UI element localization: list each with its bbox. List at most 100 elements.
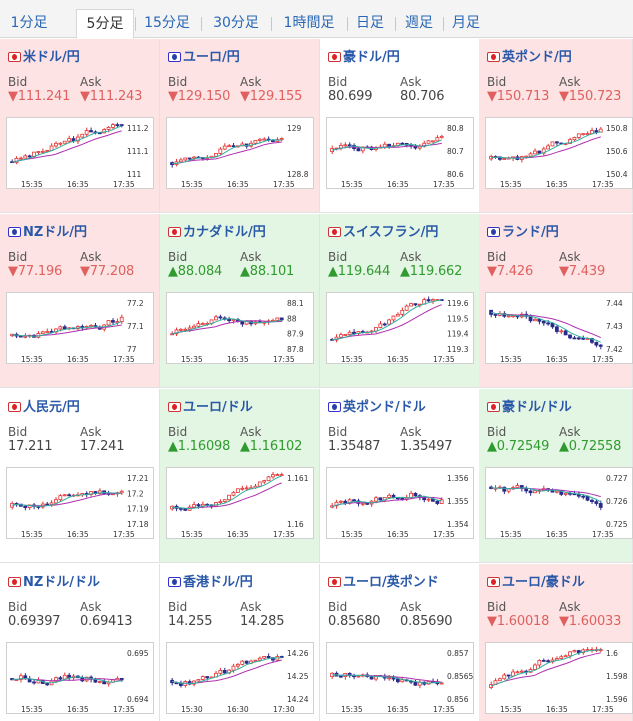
candle-down <box>178 683 183 686</box>
candlestick-chart[interactable]: 119.6 119.5 119.4 119.3 15:35 16:35 17:35 <box>326 292 474 364</box>
tab-5[interactable]: 日足 <box>356 15 384 31</box>
ask-value: 80.706 <box>400 89 445 104</box>
currency-cell[interactable]: NZドル/ドル Bid Ask 0.69397 0.69413 0.695 0.694 15:… <box>0 564 160 721</box>
y-tick-label: 119.6 <box>447 299 469 308</box>
candle-up <box>200 676 205 680</box>
currency-cell[interactable]: カナダドル/円 Bid Ask ▲88.084 ▲88.101 88.1 88 87.9 87.… <box>160 214 320 388</box>
currency-cell[interactable]: 香港ドル/円 Bid Ask 14.255 14.285 14.26 14.25 14.24 1… <box>160 564 320 721</box>
currency-cell[interactable]: 豪ドル/円 Bid Ask 80.699 80.706 80.8 80.7 80.6 15:35… <box>320 39 480 213</box>
candle-up <box>533 318 537 322</box>
pair-name-link[interactable]: ユーロ/ドル <box>168 396 253 415</box>
candlestick-chart[interactable]: 1.161 1.16 15:35 16:35 17:35 <box>166 467 314 539</box>
pair-name: 人民元/円 <box>23 400 80 415</box>
candle-up <box>506 315 511 318</box>
candlestick-chart[interactable]: 150.8 150.6 150.4 15:35 16:35 17:35 <box>485 117 633 189</box>
ask-label: Ask <box>80 75 102 89</box>
pair-name-link[interactable]: NZドル/円 <box>8 221 87 240</box>
x-tick-label: 15:35 <box>500 180 522 188</box>
y-tick-label: 119.4 <box>447 330 469 339</box>
tab-0[interactable]: 1分足 <box>10 15 48 31</box>
tab-3[interactable]: 30分足 <box>213 15 259 31</box>
pair-name-link[interactable]: ユーロ/豪ドル <box>487 571 585 590</box>
candlestick-chart[interactable]: 0.727 0.726 0.725 15:35 16:35 17:35 <box>485 467 633 539</box>
x-tick-label: 16:35 <box>67 705 89 713</box>
candle-up <box>192 156 196 159</box>
candlestick-chart[interactable]: 0.857 0.8565 0.856 15:35 16:35 17:35 <box>326 642 474 714</box>
candlestick-chart[interactable]: 17.21 17.2 17.19 17.18 15:35 16:35 17:35 <box>6 467 154 539</box>
candle-up <box>45 149 50 152</box>
candle-down <box>572 337 577 340</box>
pair-name-link[interactable]: ユーロ/円 <box>168 46 240 65</box>
candlestick-chart[interactable]: 77.2 77.1 77 15:35 16:35 17:35 <box>6 292 154 364</box>
currency-cell[interactable]: スイスフラン/円 Bid Ask ▲119.644 ▲119.662 119.6 119.5… <box>320 214 480 388</box>
candle-up <box>214 316 218 321</box>
currency-cell[interactable]: 米ドル/円 Bid Ask ▼111.241 ▼111.243 111.2 111.1 111… <box>0 39 160 213</box>
nz-flag-icon <box>8 577 21 587</box>
tab-1[interactable]: 5分足 <box>76 9 134 39</box>
pair-name-link[interactable]: 豪ドル/ドル <box>487 396 572 415</box>
moving-average-short <box>12 676 122 684</box>
currency-cell[interactable]: ユーロ/円 Bid Ask ▼129.150 ▼129.155 129 128.8 15:35… <box>160 39 320 213</box>
currency-cell[interactable]: 人民元/円 Bid Ask 17.211 17.241 17.21 17.2 17.19 17.… <box>0 389 160 563</box>
y-tick-label: 129 <box>287 124 302 133</box>
candlestick-chart[interactable]: 88.1 88 87.9 87.8 15:35 16:35 17:35 <box>166 292 314 364</box>
pair-name-link[interactable]: 人民元/円 <box>8 396 80 415</box>
currency-cell[interactable]: ランド/円 Bid Ask ▼7.426 ▼7.439 7.44 7.43 7.42 15:35… <box>479 214 633 388</box>
x-tick-label: 15:35 <box>341 355 363 363</box>
y-tick-label: 0.726 <box>606 497 628 506</box>
moving-average-long <box>172 141 282 165</box>
pair-name-link[interactable]: 香港ドル/円 <box>168 571 253 590</box>
chart-svg: 150.8 150.6 150.4 15:35 16:35 17:35 <box>489 124 628 188</box>
pair-name-link[interactable]: ユーロ/英ポンド <box>328 571 439 590</box>
candlestick-chart[interactable]: 1.356 1.355 1.354 15:35 16:35 17:35 <box>326 467 474 539</box>
bid-value: ▲0.72549 <box>487 439 550 454</box>
x-tick-label: 17:35 <box>113 180 135 188</box>
candle-up <box>262 480 267 483</box>
tab-2[interactable]: 15分足 <box>144 15 190 31</box>
candle-up <box>279 138 284 140</box>
currency-cell[interactable]: ユーロ/ドル Bid Ask ▲1.16098 ▲1.16102 1.161 1.16 15:… <box>160 389 320 563</box>
pair-name-link[interactable]: ランド/円 <box>487 221 559 240</box>
candle-up <box>572 650 577 653</box>
candlestick-chart[interactable]: 111.2 111.1 111 15:35 16:35 17:35 <box>6 117 154 189</box>
pair-name-link[interactable]: NZドル/ドル <box>8 571 100 590</box>
x-tick-label: 17:35 <box>592 530 614 538</box>
candlestick-chart[interactable]: 14.26 14.25 14.24 15:30 16:30 17:30 <box>166 642 314 714</box>
candlestick-chart[interactable]: 1.6 1.598 1.596 15:35 16:35 17:35 <box>485 642 633 714</box>
bid-value: ▲1.16098 <box>168 439 231 454</box>
currency-cell[interactable]: ユーロ/英ポンド Bid Ask 0.85680 0.85690 0.857 0.8565 0… <box>320 564 480 721</box>
pair-name-link[interactable]: スイスフラン/円 <box>328 221 438 240</box>
currency-cell[interactable]: ユーロ/豪ドル Bid Ask ▼1.60018 ▼1.60033 1.6 1.598 1.5… <box>479 564 633 721</box>
candlestick-chart[interactable]: 7.44 7.43 7.42 15:35 16:35 17:35 <box>485 292 633 364</box>
x-tick-label: 15:35 <box>500 355 522 363</box>
currency-cell[interactable]: 英ポンド/ドル Bid Ask 1.35487 1.35497 1.356 1.355 1.3… <box>320 389 480 563</box>
candle-down <box>369 676 374 680</box>
candle-down <box>541 320 546 324</box>
x-tick-label: 16:35 <box>227 530 249 538</box>
currency-cell[interactable]: 英ポンド/円 Bid Ask ▼150.713 ▼150.723 150.8 150.6 15… <box>479 39 633 213</box>
pair-name: ユーロ/円 <box>183 50 240 65</box>
ask-value: ▼111.243 <box>80 89 143 104</box>
candlestick-chart[interactable]: 80.8 80.7 80.6 15:35 16:35 17:35 <box>326 117 474 189</box>
pair-name-link[interactable]: カナダドル/円 <box>168 221 266 240</box>
candlestick-chart[interactable]: 0.695 0.694 15:35 16:35 17:35 <box>6 642 154 714</box>
pair-name-link[interactable]: 米ドル/円 <box>8 46 80 65</box>
candle-down <box>493 314 498 316</box>
y-tick-label: 128.8 <box>287 170 309 179</box>
candle-up <box>400 679 405 683</box>
tab-4[interactable]: 1時間足 <box>283 15 335 31</box>
pair-name-link[interactable]: 英ポンド/ドル <box>328 396 426 415</box>
candlestick-chart[interactable]: 129 128.8 15:35 16:35 17:35 <box>166 117 314 189</box>
candle-up <box>218 669 223 674</box>
candle-up <box>119 316 124 323</box>
tab-7[interactable]: 月足 <box>452 15 480 31</box>
candle-up <box>196 323 201 327</box>
candle-up <box>23 335 28 338</box>
candle-down <box>58 677 63 680</box>
currency-cell[interactable]: 豪ドル/ドル Bid Ask ▲0.72549 ▲0.72558 0.727 0.726 0.… <box>479 389 633 563</box>
tab-6[interactable]: 週足 <box>405 15 433 31</box>
pair-name-link[interactable]: 豪ドル/円 <box>328 46 400 65</box>
ask-value: ▼150.723 <box>559 89 622 104</box>
currency-cell[interactable]: NZドル/円 Bid Ask ▼77.196 ▼77.208 77.2 77.1 77 15:3… <box>0 214 160 388</box>
pair-name-link[interactable]: 英ポンド/円 <box>487 46 572 65</box>
